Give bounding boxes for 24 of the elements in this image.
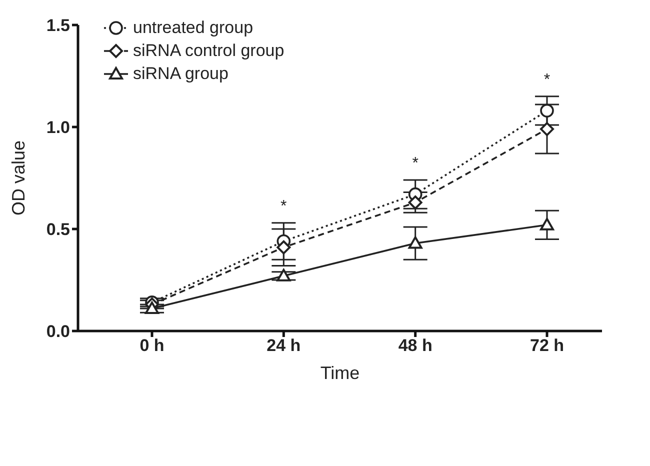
y-tick-label: 0.0 [46,322,70,342]
x-tick-label: 24 h [266,336,301,356]
point [276,268,291,282]
y-tick-label: 0.5 [46,220,70,240]
x-tick-label: 72 h [530,336,564,356]
y-tick-label: 1.5 [46,16,70,36]
x-axis-title: Time [320,363,360,383]
x-tick-label: 48 h [398,336,432,356]
point [276,240,291,254]
annotation: * [544,71,550,88]
y-axis-title: OD value [8,140,28,216]
x-tick-label: 0 h [140,336,164,356]
point [408,195,422,210]
y-tick-label: 1.0 [46,118,70,138]
point [540,104,554,118]
point [145,302,159,314]
legend-label: untreated group [133,18,254,38]
point [540,122,554,136]
point [408,236,422,249]
annotation: * [412,155,418,172]
legend-label: siRNA control group [133,40,284,60]
point [540,218,554,230]
legend-label: siRNA group [133,64,228,84]
annotation: * [280,198,287,215]
